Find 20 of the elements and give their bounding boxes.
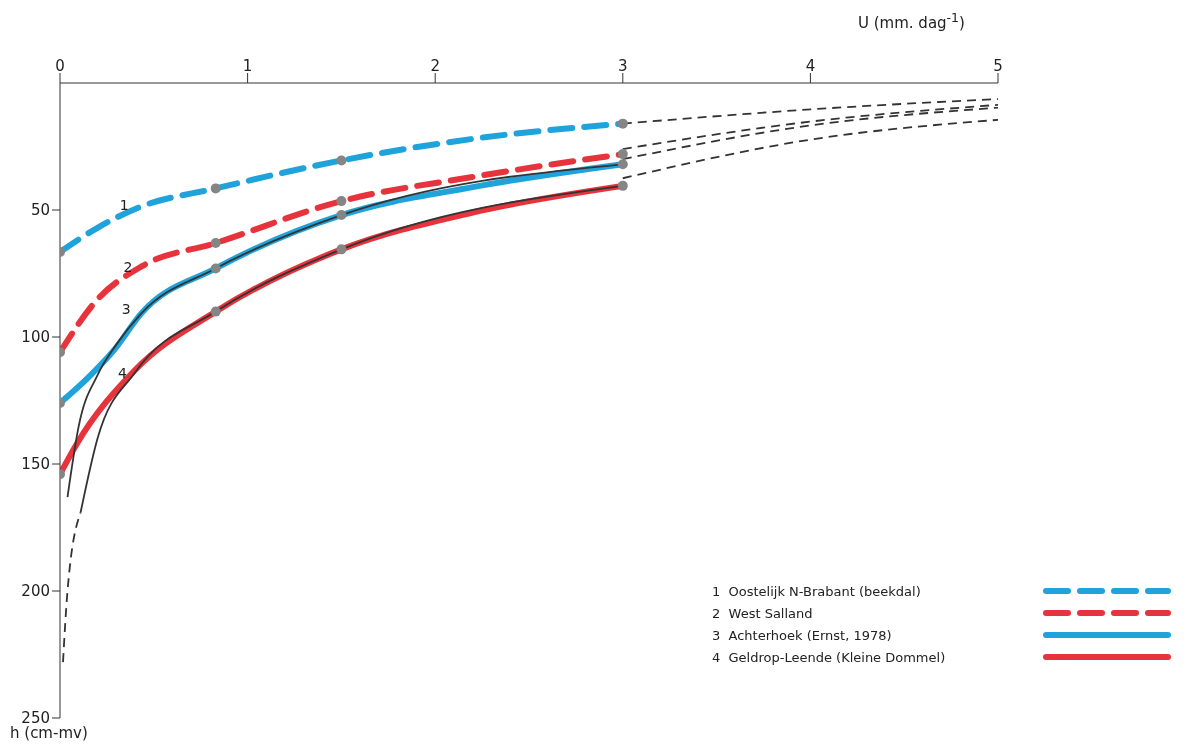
x-axis-title: U (mm. dag$^{-1}$) (858, 10, 965, 32)
y-axis-title: h (cm-mv) (10, 724, 88, 742)
text: 4 Geldrop-Leende (Kleine Dommel) (712, 649, 947, 665)
x-tick-label: 4 (805, 57, 816, 75)
x-tick-label: 1 (242, 57, 253, 75)
text: 1 Oostelijk N-Brabant (beekdal) (712, 583, 922, 599)
text: 2 West Salland (712, 605, 814, 621)
x-tick-label: 3 (618, 57, 628, 75)
annotation: 1 (119, 196, 129, 213)
y-tick-label: 150 (21, 455, 50, 474)
x-tick-label: 5 (993, 57, 1003, 75)
x-tick-label: 0 (55, 57, 65, 75)
x-tick-label: 2 (430, 57, 440, 75)
annotation: 3 (121, 301, 131, 318)
y-tick-label: 50 (30, 201, 50, 220)
annotation: 4 (117, 364, 127, 381)
annotation: 2 (123, 259, 133, 276)
y-tick-label: 100 (21, 328, 50, 347)
text: 3 Achterhoek (Ernst, 1978) (712, 627, 893, 643)
y-tick-label: 200 (21, 582, 50, 601)
